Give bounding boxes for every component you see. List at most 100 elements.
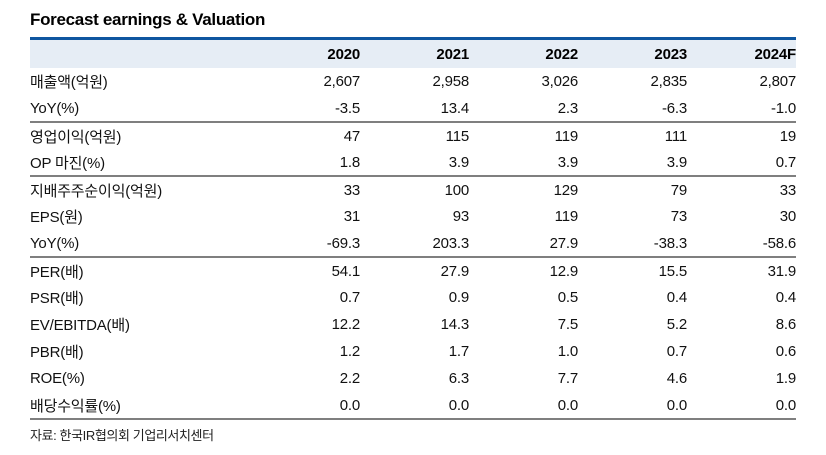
- table-row: YoY(%) -69.3 203.3 27.9 -38.3 -58.6: [30, 230, 796, 258]
- value-cell: 2.2: [339, 370, 360, 387]
- row-label: 배당수익률(%): [30, 392, 251, 420]
- value-cell: 0.0: [469, 392, 578, 420]
- value-cell: 79: [670, 181, 687, 199]
- row-label: YoY(%): [30, 230, 251, 258]
- value-cell: 3.9: [578, 149, 687, 177]
- value-cell: -3.5: [251, 95, 360, 123]
- value-cell: 19: [779, 127, 796, 145]
- value-cell: 203.3: [360, 230, 469, 258]
- value-cell: 73: [670, 208, 687, 225]
- value-cell: 1.0: [557, 343, 578, 360]
- row-label: PSR(배): [30, 290, 84, 307]
- value-cell: 2,958: [432, 73, 469, 90]
- value-cell: 3,026: [541, 73, 578, 90]
- table-row: ROE(%) 2.2 6.3 7.7 4.6 1.9: [30, 365, 796, 392]
- value-cell: 119: [554, 208, 579, 225]
- value-cell: 1.2: [339, 343, 360, 360]
- table-row: 배당수익률(%) 0.0 0.0 0.0 0.0 0.0: [30, 392, 796, 420]
- value-cell: 0.0: [578, 392, 687, 420]
- value-cell: 8.6: [775, 316, 796, 333]
- value-cell: 12.2: [331, 316, 361, 333]
- table-row: 영업이익(억원) 47 115 119 111 19: [30, 122, 796, 149]
- value-cell: 31.9: [767, 262, 797, 280]
- table-row: YoY(%) -3.5 13.4 2.3 -6.3 -1.0: [30, 95, 796, 123]
- source-note: 자료: 한국IR협의회 기업리서치센터: [30, 428, 214, 443]
- row-label: PER(배): [30, 263, 84, 281]
- value-cell: -38.3: [578, 230, 687, 258]
- value-cell: 33: [343, 181, 360, 199]
- value-cell: 2.3: [469, 95, 578, 123]
- header-year-cell: 2021: [360, 40, 469, 68]
- value-cell: 54.1: [331, 262, 361, 280]
- value-cell: 0.7: [687, 149, 796, 177]
- value-cell: 27.9: [440, 262, 470, 280]
- table-row: EV/EBITDA(배) 12.2 14.3 7.5 5.2 8.6: [30, 311, 796, 338]
- row-label: 영업이익(억원): [30, 128, 122, 146]
- value-cell: 6.3: [448, 370, 469, 387]
- table-row: 지배주주순이익(억원) 33 100 129 79 33: [30, 176, 796, 203]
- value-cell: 0.0: [251, 392, 360, 420]
- value-cell: 4.6: [666, 370, 687, 387]
- row-label: ROE(%): [30, 370, 85, 387]
- value-cell: 0.6: [775, 343, 796, 360]
- header-year-cell: 2023: [578, 40, 687, 68]
- value-cell: 14.3: [440, 316, 470, 333]
- value-cell: 2,607: [323, 73, 360, 90]
- value-cell: 93: [452, 208, 469, 225]
- value-cell: 115: [445, 127, 470, 145]
- row-label: EV/EBITDA(배): [30, 317, 130, 334]
- header-row: 2020 2021 2022 2023 2024F: [30, 40, 796, 68]
- value-cell: 0.5: [557, 289, 578, 306]
- value-cell: 5.2: [666, 316, 687, 333]
- value-cell: 1.7: [448, 343, 469, 360]
- table-row: PER(배) 54.1 27.9 12.9 15.5 31.9: [30, 257, 796, 284]
- header-year-cell: 2024F: [687, 40, 796, 68]
- row-label: 매출액(억원): [30, 74, 108, 91]
- value-cell: 7.5: [557, 316, 578, 333]
- value-cell: -1.0: [687, 95, 796, 123]
- value-cell: 47: [343, 127, 360, 145]
- value-cell: 119: [554, 127, 579, 145]
- value-cell: 0.7: [666, 343, 687, 360]
- table-row: OP 마진(%) 1.8 3.9 3.9 3.9 0.7: [30, 149, 796, 177]
- value-cell: 0.7: [339, 289, 360, 306]
- value-cell: 30: [779, 208, 796, 225]
- value-cell: 31: [343, 208, 360, 225]
- header-year-cell: 2020: [251, 40, 360, 68]
- value-cell: 0.9: [448, 289, 469, 306]
- value-cell: 33: [779, 181, 796, 199]
- value-cell: -6.3: [578, 95, 687, 123]
- value-cell: 0.4: [775, 289, 796, 306]
- value-cell: 12.9: [549, 262, 579, 280]
- value-cell: 111: [664, 127, 687, 145]
- value-cell: 2,807: [759, 73, 796, 90]
- value-cell: 2,835: [650, 73, 687, 90]
- value-cell: 0.0: [687, 392, 796, 420]
- table-title: Forecast earnings & Valuation: [30, 10, 266, 29]
- value-cell: 0.0: [360, 392, 469, 420]
- table-row: 매출액(억원) 2,607 2,958 3,026 2,835 2,807: [30, 68, 796, 95]
- table-body: 매출액(억원) 2,607 2,958 3,026 2,835 2,807 YoY(%) -3…: [30, 68, 796, 420]
- header-label-cell: [30, 40, 251, 68]
- forecast-table-section: Forecast earnings & Valuation 2020 2021 20…: [30, 8, 796, 444]
- value-cell: 3.9: [360, 149, 469, 177]
- value-cell: 13.4: [360, 95, 469, 123]
- forecast-earnings-valuation-table: 2020 2021 2022 2023 2024F 매출액(억원) 2,607 2,958 3…: [30, 40, 796, 420]
- value-cell: -58.6: [687, 230, 796, 258]
- value-cell: 129: [553, 181, 579, 199]
- value-cell: 15.5: [658, 262, 688, 280]
- row-label: 지배주주순이익(억원): [30, 182, 162, 200]
- table-header: 2020 2021 2022 2023 2024F: [30, 40, 796, 68]
- value-cell: 0.4: [666, 289, 687, 306]
- row-label: EPS(원): [30, 209, 83, 226]
- row-label: PBR(배): [30, 344, 84, 361]
- table-row: PBR(배) 1.2 1.7 1.0 0.7 0.6: [30, 338, 796, 365]
- header-year-cell: 2022: [469, 40, 578, 68]
- value-cell: 3.9: [469, 149, 578, 177]
- value-cell: 1.8: [251, 149, 360, 177]
- value-cell: 1.9: [775, 370, 796, 387]
- row-label: OP 마진(%): [30, 149, 251, 177]
- value-cell: 7.7: [557, 370, 578, 387]
- value-cell: 100: [444, 181, 470, 199]
- value-cell: -69.3: [251, 230, 360, 258]
